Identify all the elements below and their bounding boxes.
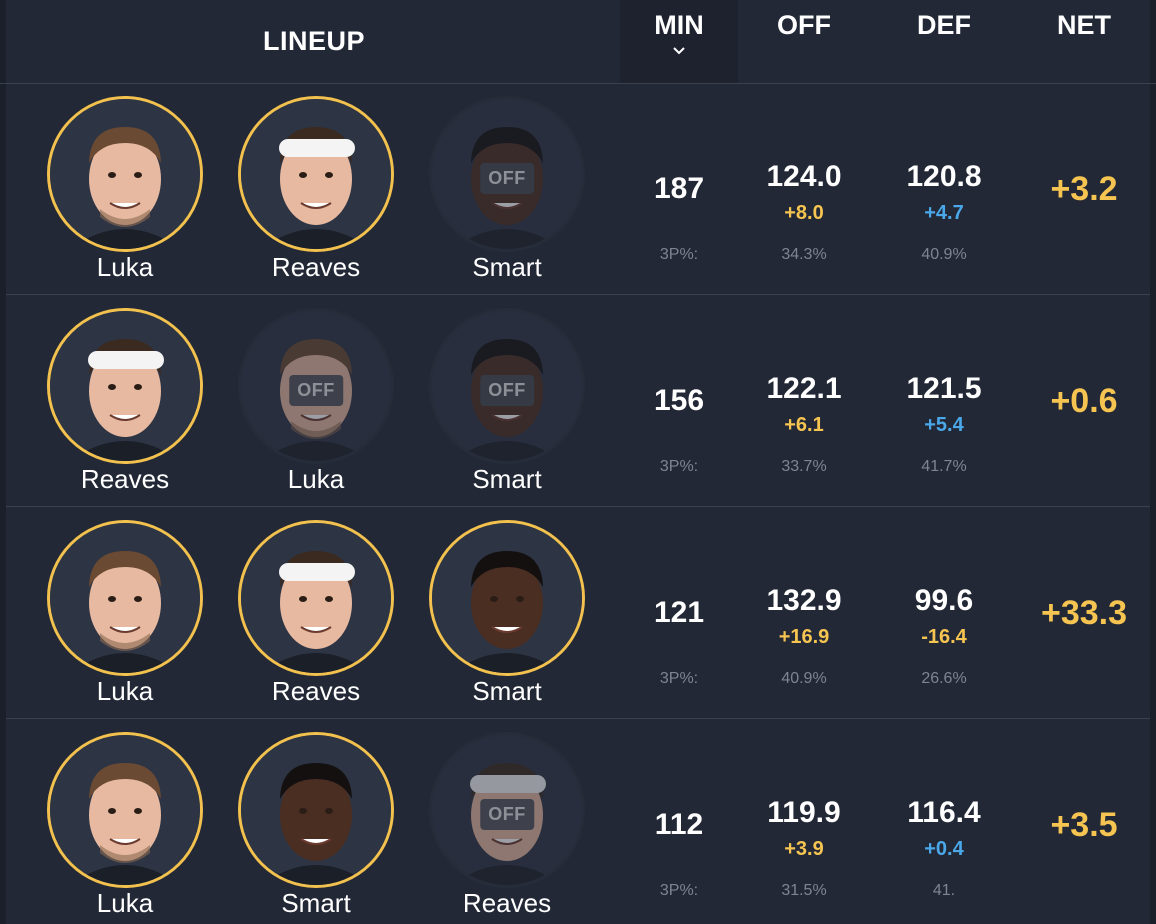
header-lineup[interactable]: LINEUP [262, 26, 365, 56]
header-def[interactable]: DEF [917, 10, 971, 40]
off-three-pt: 33.7% [781, 458, 827, 475]
def-rating-diff: +0.4 [924, 838, 964, 860]
off-badge: OFF [480, 163, 534, 194]
player-name: Luka [287, 464, 345, 494]
avatar [47, 732, 203, 888]
player-name: Smart [281, 888, 351, 918]
off-rating-diff: +8.0 [784, 202, 824, 224]
three-pt-label: 3P%: [659, 458, 699, 475]
avatar: OFF [429, 308, 585, 464]
minutes-value: 121 [653, 596, 705, 629]
player-reaves[interactable]: Reaves [47, 308, 207, 503]
def-rating: 99.6 [914, 584, 974, 617]
player-smart[interactable]: OFF Smart [429, 96, 589, 291]
off-badge: OFF [480, 375, 534, 406]
def-three-pt: 41.7% [921, 458, 967, 475]
off-three-pt: 34.3% [781, 246, 827, 263]
three-pt-label: 3P%: [659, 882, 699, 899]
chevron-down-icon [673, 47, 685, 55]
avatar: OFF [238, 308, 394, 464]
player-luka[interactable]: Luka [47, 96, 207, 291]
def-three-pt: 26.6% [921, 670, 967, 687]
def-rating: 121.5 [906, 372, 982, 405]
player-smart[interactable]: OFF Smart [429, 308, 589, 503]
def-rating: 120.8 [906, 160, 982, 193]
header-off[interactable]: OFF [777, 10, 831, 40]
player-name: Reaves [462, 888, 552, 918]
avatar [238, 520, 394, 676]
net-rating: +3.5 [1050, 806, 1118, 844]
off-badge: OFF [480, 799, 534, 830]
player-luka[interactable]: OFF Luka [238, 308, 398, 503]
avatar [429, 520, 585, 676]
avatar [47, 308, 203, 464]
avatar [238, 96, 394, 252]
net-rating: +33.3 [1040, 594, 1128, 632]
minutes-value: 156 [653, 384, 705, 417]
lineup-row[interactable]: Luka Reaves [6, 508, 1150, 719]
off-rating: 119.9 [767, 796, 841, 829]
avatar [47, 96, 203, 252]
def-three-pt: 40.9% [921, 246, 967, 263]
def-rating-diff: +4.7 [924, 202, 964, 224]
off-three-pt: 40.9% [781, 670, 827, 687]
net-rating: +0.6 [1050, 382, 1118, 420]
header-min-label: MIN [654, 10, 704, 40]
avatar: OFF [429, 96, 585, 252]
lineup-row[interactable]: Luka Reaves [6, 84, 1150, 295]
header-min[interactable]: MIN [620, 0, 738, 83]
player-smart[interactable]: Smart [238, 732, 398, 924]
three-pt-label: 3P%: [659, 670, 699, 687]
player-name: Luka [96, 252, 154, 282]
off-rating-diff: +16.9 [778, 626, 830, 648]
off-rating-diff: +3.9 [784, 838, 824, 860]
player-name: Smart [472, 252, 542, 282]
def-rating-diff: -16.4 [921, 626, 967, 648]
player-reaves[interactable]: Reaves [238, 96, 398, 291]
lineup-row[interactable]: Reaves OFF Luka [6, 296, 1150, 507]
off-rating-diff: +6.1 [784, 414, 824, 436]
avatar [238, 732, 394, 888]
frame-left [0, 0, 6, 924]
off-badge: OFF [289, 375, 343, 406]
net-rating: +3.2 [1050, 170, 1118, 208]
avatar [47, 520, 203, 676]
player-reaves[interactable]: Reaves [238, 520, 398, 715]
player-luka[interactable]: Luka [47, 732, 207, 924]
def-rating-diff: +5.4 [924, 414, 964, 436]
player-name: Luka [96, 888, 154, 918]
table-header: LINEUP MIN OFF DEF NET [0, 0, 1156, 84]
off-rating: 122.1 [766, 372, 842, 405]
player-name: Reaves [271, 252, 361, 282]
lineup-row[interactable]: Luka Smart [6, 720, 1150, 924]
player-name: Reaves [80, 464, 170, 494]
def-rating: 116.4 [907, 796, 981, 829]
off-rating: 124.0 [766, 160, 842, 193]
off-rating: 132.9 [766, 584, 842, 617]
off-three-pt: 31.5% [781, 882, 827, 899]
minutes-value: 112 [654, 808, 704, 841]
player-name: Reaves [271, 676, 361, 706]
minutes-value: 187 [653, 172, 705, 205]
def-three-pt: 41. [932, 882, 956, 899]
player-luka[interactable]: Luka [47, 520, 207, 715]
avatar: OFF [429, 732, 585, 888]
player-name: Luka [96, 676, 154, 706]
player-name: Smart [472, 676, 542, 706]
player-name: Smart [472, 464, 542, 494]
header-net[interactable]: NET [1057, 10, 1111, 40]
player-smart[interactable]: Smart [429, 520, 589, 715]
player-reaves[interactable]: OFF Reaves [429, 732, 589, 924]
frame-right [1150, 0, 1156, 924]
three-pt-label: 3P%: [659, 246, 699, 263]
